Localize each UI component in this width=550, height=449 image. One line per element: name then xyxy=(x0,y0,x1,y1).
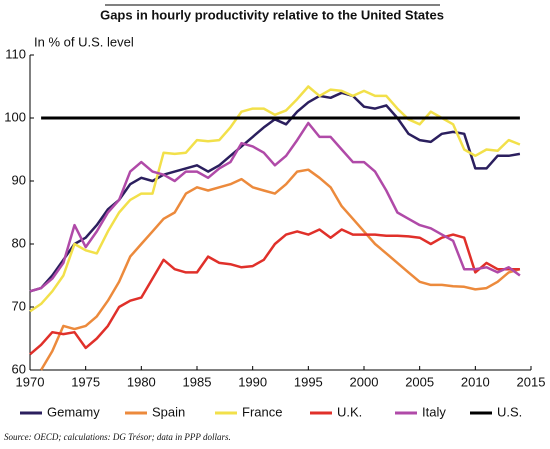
legend-label: Gemamy xyxy=(47,404,100,419)
series-line xyxy=(29,121,521,293)
x-tick-label: 2010 xyxy=(461,374,490,389)
x-tick-label: 1980 xyxy=(127,374,156,389)
y-tick-label: 90 xyxy=(12,172,26,187)
y-tick-label: 70 xyxy=(12,298,26,313)
series-line xyxy=(29,85,521,313)
x-tick-label: 1975 xyxy=(71,374,100,389)
x-tick-label: 1995 xyxy=(294,374,323,389)
x-tick-label: 2000 xyxy=(350,374,379,389)
legend-label: U.K. xyxy=(337,404,362,419)
x-tick-label: 1985 xyxy=(183,374,212,389)
y-tick-label: 110 xyxy=(5,46,26,61)
legend-label: France xyxy=(242,404,282,419)
source-note: Source: OECD; calculations: DG Trésor; d… xyxy=(4,432,231,442)
x-tick-label: 2015 xyxy=(517,374,546,389)
y-tick-label: 100 xyxy=(4,109,26,124)
series-line xyxy=(29,228,520,356)
legend-label: Spain xyxy=(152,404,185,419)
y-tick-label: 80 xyxy=(12,235,26,250)
legend-label: U.S. xyxy=(497,404,522,419)
x-tick-label: 1970 xyxy=(16,374,45,389)
x-tick-label: 2005 xyxy=(405,374,434,389)
chart-title: Gaps in hourly productivity relative to … xyxy=(100,7,444,22)
legend-label: Italy xyxy=(422,404,446,419)
x-tick-label: 1990 xyxy=(238,374,267,389)
series-line xyxy=(40,168,521,371)
y-axis-label: In % of U.S. level xyxy=(34,34,134,49)
y-tick-label: 60 xyxy=(12,361,26,376)
